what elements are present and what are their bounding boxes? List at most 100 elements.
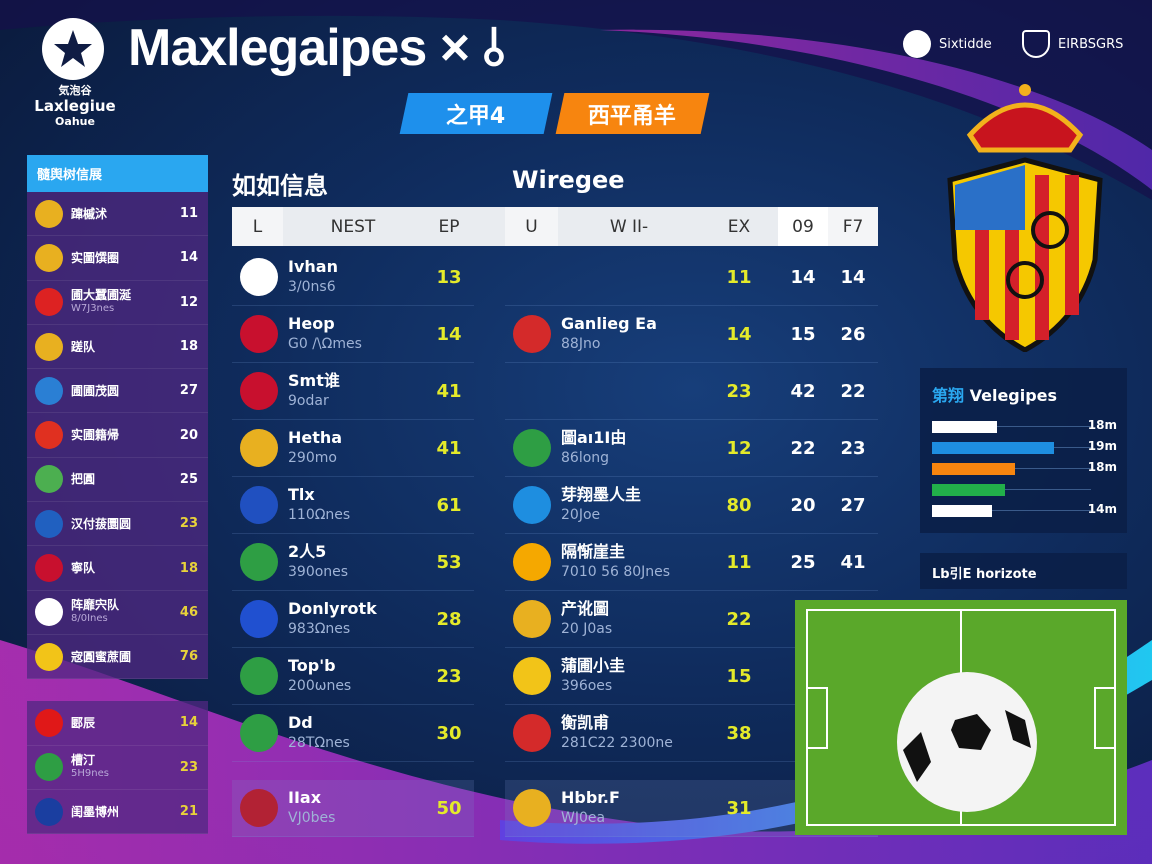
- table-row[interactable]: 产讹圖 20 J0as 22: [505, 591, 878, 648]
- sidebar-item[interactable]: 蹉队 18: [27, 325, 208, 370]
- italy-flag-icon: [240, 657, 278, 695]
- sidebar-item[interactable]: 实圖馔圈 14: [27, 236, 208, 281]
- table-row[interactable]: 11 14 14: [505, 249, 878, 306]
- column-header[interactable]: NEST: [330, 216, 376, 237]
- team-cell: Hetha 290mo: [288, 428, 424, 468]
- tab-1[interactable]: 之甲4: [399, 93, 553, 134]
- ex-value: 14: [726, 323, 752, 345]
- ranking-bar-label: 14m: [1087, 502, 1117, 516]
- table-row[interactable]: 隔惭崖圭 7010 56 80Jnes 11 25 41: [505, 534, 878, 591]
- team-cell: Hbbr.F WJ0ea: [561, 788, 700, 828]
- table-row[interactable]: Ivhan 3/0ns6 13: [232, 249, 474, 306]
- column-header[interactable]: L: [232, 207, 283, 246]
- table-row[interactable]: Heop G0 /\Ωmes 14: [232, 306, 474, 363]
- sidebar-item[interactable]: 郾辰 14: [27, 701, 208, 746]
- sidebar-item-label: 蹿槭沭: [71, 207, 180, 221]
- sidebar-item-label: 阵靡宍队 8/0Ines: [71, 598, 180, 626]
- sidebar-item-sub: 8/0Ines: [71, 613, 108, 625]
- table-row[interactable]: 衡凯甫 281C22 2300ne 38: [505, 705, 878, 762]
- team-sub: 20 J0as: [561, 621, 613, 637]
- table-row[interactable]: Tlx 110Ωnes 61: [232, 477, 474, 534]
- column-header[interactable]: W II-: [609, 216, 649, 237]
- sidebar-item[interactable]: 圃圃茂圆 27: [27, 369, 208, 414]
- left-section-title: 如如信息: [232, 172, 328, 200]
- team-cell: IIax VJ0bes: [288, 788, 424, 828]
- f7-value: 27: [840, 494, 866, 516]
- sidebar-item-name: 宼圓蜜蔗圃: [71, 649, 132, 664]
- logo-line: Laxlegiue: [34, 97, 116, 115]
- table-row[interactable]: IIax VJ0bes 50: [232, 780, 474, 837]
- top-link-1[interactable]: Sixtidde: [903, 30, 992, 58]
- ranking-bar-row: [920, 479, 1127, 500]
- column-header[interactable]: EX: [727, 216, 751, 237]
- soccer-ball-icon: [35, 598, 63, 627]
- f7-value: 41: [840, 551, 866, 573]
- column-header[interactable]: U: [505, 207, 558, 246]
- green-badge-icon: [35, 465, 63, 494]
- league-logo-icon: [42, 18, 104, 80]
- ex-value: 31: [726, 797, 752, 819]
- col09-value: 15: [790, 323, 816, 345]
- logo-caption: 気泡谷 Laxlegiue Oahue: [20, 84, 130, 128]
- team-sub: 86long: [561, 450, 610, 466]
- spain-crest-icon: [35, 199, 63, 228]
- table-row[interactable]: Donlyrotk 983Ωnes 28: [232, 591, 474, 648]
- sidebar-item-name: 蹿槭沭: [71, 206, 108, 221]
- team-name: Ganlieg Ea: [561, 314, 657, 333]
- link-label: EIRBSGRS: [1058, 36, 1124, 52]
- spain-crest-icon: [35, 243, 63, 272]
- sidebar-item-label: 圃圃茂圆: [71, 384, 180, 398]
- team-name: Top'b: [288, 656, 336, 675]
- table-row[interactable]: Dd 28TΩnes 30: [232, 705, 474, 762]
- sidebar-item-label: 蹉队: [71, 340, 180, 354]
- col09-value: 22: [790, 437, 816, 459]
- sidebar-item[interactable]: 槽汀 5H9nes 23: [27, 746, 208, 790]
- sidebar-item[interactable]: 寧队 18: [27, 546, 208, 591]
- tab-2[interactable]: 西平甬羊: [555, 93, 710, 134]
- table-row[interactable]: Smt谁 9odar 41: [232, 363, 474, 420]
- sidebar-item[interactable]: 蹿槭沭 11: [27, 192, 208, 237]
- sidebar-item-value: 18: [179, 560, 198, 576]
- sidebar-item[interactable]: 闺墨博州 21: [27, 790, 208, 835]
- table-row[interactable]: 23 42 22: [505, 363, 878, 420]
- sidebar-item[interactable]: 把圓 25: [27, 458, 208, 503]
- spain-flag-icon: [513, 657, 551, 695]
- logo-line: 気泡谷: [58, 84, 92, 97]
- team-cell: Donlyrotk 983Ωnes: [288, 599, 424, 639]
- table-row[interactable]: Top'b 200ωnes 23: [232, 648, 474, 705]
- sidebar-item[interactable]: 阵靡宍队 8/0Ines 46: [27, 591, 208, 635]
- table-row[interactable]: 2人5 390ones 53: [232, 534, 474, 591]
- ep-value: 13: [436, 266, 462, 288]
- team-sub: 983Ωnes: [288, 621, 351, 637]
- spain-crest-icon: [513, 789, 551, 827]
- table-row[interactable]: 蒲圃小圭 396oes 15: [505, 648, 878, 705]
- sidebar-item[interactable]: 圃大蠶圃涎 W7J3nes 12: [27, 281, 208, 325]
- sidebar-item-name: 郾辰: [71, 715, 96, 730]
- table-row[interactable]: 圖aı1Ⅰ由 86long 12 22 23: [505, 420, 878, 477]
- table-row[interactable]: Ganlieg Ea 88Jno 14 15 26: [505, 306, 878, 363]
- table-row[interactable]: 芽翔墨人圭 20Joe 80 20 27: [505, 477, 878, 534]
- table-row[interactable]: Hetha 290mo 41: [232, 420, 474, 477]
- sidebar-item-name: 实圃籍帰: [71, 428, 120, 443]
- tab-label: 之甲4: [446, 103, 506, 129]
- col09-value: 20: [790, 494, 816, 516]
- top-link-2[interactable]: EIRBSGRS: [1022, 30, 1123, 58]
- sidebar-item[interactable]: 宼圓蜜蔗圃 76: [27, 635, 208, 680]
- italy-flag-icon: [240, 714, 278, 752]
- team-cell: 产讹圖 20 J0as: [561, 599, 700, 639]
- ranking-bar-label: 18m: [1087, 460, 1117, 474]
- ex-value: 38: [726, 722, 752, 744]
- netherlands-flag-icon: [35, 288, 63, 317]
- horizote-panel[interactable]: Lb引E horizote: [920, 553, 1127, 589]
- column-header[interactable]: 09: [778, 207, 828, 246]
- column-header[interactable]: F7: [828, 207, 878, 246]
- sidebar-group: 郾辰 14 槽汀 5H9nes 23 闺墨博州 21: [27, 701, 208, 835]
- sidebar-item-value: 21: [179, 804, 198, 819]
- f7-value: 22: [840, 380, 866, 402]
- sidebar-header: 髓舆树信展: [27, 155, 208, 192]
- f7-value: 26: [840, 323, 866, 345]
- column-header[interactable]: EP: [438, 216, 460, 237]
- sidebar-item[interactable]: 汉付菝圜圆 23: [27, 502, 208, 547]
- sidebar-item[interactable]: 实圃籍帰 20: [27, 413, 208, 458]
- sidebar-item-name: 汉付菝圜圆: [71, 516, 132, 531]
